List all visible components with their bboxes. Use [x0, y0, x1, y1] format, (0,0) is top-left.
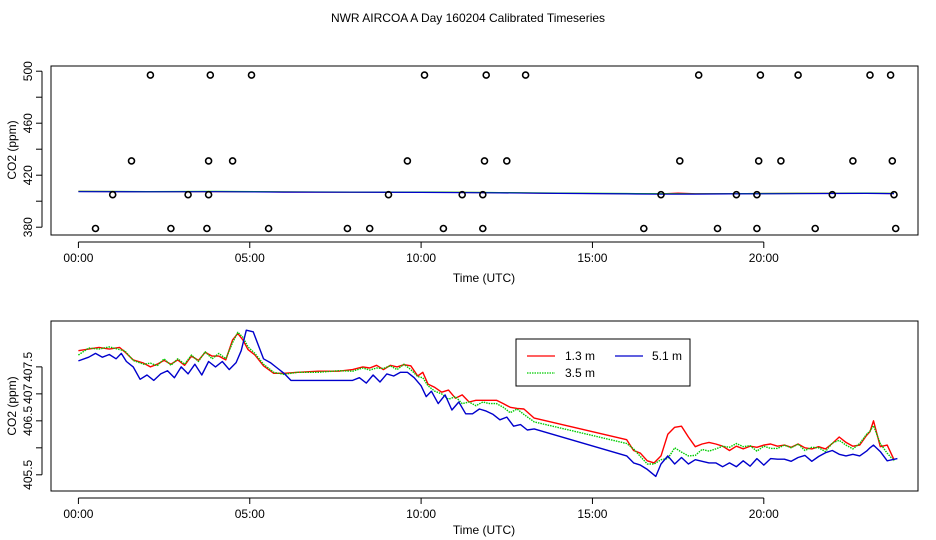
bottom-y-tick-label: 407.5: [21, 352, 35, 382]
top-axes: 00:00 05:00 10:00 15:00 20:00 380 420 460 500: [21, 61, 779, 265]
legend-box: [515, 338, 691, 387]
top-plot-frame: [50, 65, 919, 236]
top-scatter-point: [521, 71, 530, 79]
top-scatter-point: [753, 224, 761, 233]
top-x-axis-label: Time (UTC): [453, 271, 515, 285]
bottom-x-tick-label: 00:00: [63, 507, 93, 521]
top-scatter-point: [866, 71, 874, 79]
bottom-series-1-3-mline: [78, 332, 895, 464]
top-y-tick-label: 380: [21, 217, 35, 237]
top-x-tick-label: 05:00: [235, 251, 265, 265]
bottom-panel: 00:00 05:00 10:00 15:00 20:00 405.5 406.5 407 40…: [5, 320, 919, 537]
top-scatter-point: [478, 224, 487, 233]
top-x-tick-label: 20:00: [749, 251, 779, 265]
top-scatter-point: [343, 224, 352, 233]
bottom-y-axis-label: CO2 (ppm): [5, 376, 19, 435]
top-x-tick-label: 15:00: [577, 251, 607, 265]
top-scatter-point: [403, 157, 412, 165]
top-scatter-point: [849, 157, 857, 165]
top-scatter-point: [811, 224, 820, 233]
legend-label-3-5m: 3.5 m: [565, 366, 595, 380]
bottom-x-tick-label: 05:00: [235, 507, 265, 521]
top-scatter-point: [365, 224, 374, 233]
top-scatter-point: [886, 71, 895, 79]
top-scatter-layer: [91, 71, 900, 233]
bottom-y-tick-label: 406.5: [21, 406, 35, 436]
bottom-series-5-1-mline: [78, 329, 898, 478]
top-scatter-point: [204, 157, 213, 165]
top-x-tick-label: 00:00: [63, 251, 93, 265]
top-scatter-point: [384, 190, 393, 199]
top-scatter-point: [478, 190, 487, 199]
top-scatter-point: [732, 190, 741, 199]
top-y-axis-label: CO2 (ppm): [5, 120, 19, 179]
bottom-plot-frame: [50, 320, 919, 492]
top-scatter-point: [204, 190, 213, 199]
bottom-series-3-5-mline: [78, 331, 895, 465]
top-scatter-point: [890, 190, 898, 199]
bottom-x-axis-label: Time (UTC): [453, 523, 515, 537]
top-scatter-point: [203, 224, 211, 233]
bottom-series-layer: [78, 329, 898, 478]
top-x-tick-label: 10:00: [406, 251, 436, 265]
top-scatter-point: [480, 157, 489, 165]
top-scatter-point: [502, 157, 511, 165]
top-scatter-point: [694, 71, 703, 79]
bottom-x-tick-label: 20:00: [749, 507, 779, 521]
top-scatter-point: [639, 224, 648, 233]
bottom-axes: 00:00 05:00 10:00 15:00 20:00 405.5 406.5 407 40…: [21, 352, 779, 521]
top-scatter-point: [206, 71, 215, 79]
top-scatter-point: [91, 224, 100, 233]
top-scatter-point: [794, 71, 802, 79]
top-scatter-point: [228, 157, 237, 165]
top-panel: 00:00 05:00 10:00 15:00 20:00 380 420 460 500 Ti…: [5, 61, 919, 285]
bottom-x-tick-label: 10:00: [406, 507, 436, 521]
top-scatter-point: [713, 224, 722, 233]
top-y-tick-label: 500: [21, 61, 35, 81]
top-scatter-point: [888, 157, 897, 165]
top-scatter-point: [754, 157, 763, 165]
legend: 1.3 m 5.1 m 3.5 m: [515, 338, 691, 387]
top-scatter-point: [482, 71, 491, 79]
top-y-tick-label: 460: [21, 113, 35, 133]
bottom-y-tick-label: 405.5: [21, 459, 35, 489]
top-scatter-point: [184, 190, 192, 199]
top-scatter-point: [675, 157, 684, 165]
top-scatter-point: [264, 224, 273, 233]
top-scatter-point: [127, 157, 136, 165]
top-scatter-point: [439, 224, 448, 233]
legend-label-1-3m: 1.3 m: [565, 349, 595, 363]
top-scatter-point: [828, 190, 837, 199]
top-scatter-point: [657, 190, 665, 199]
bottom-y-tick-label: 407: [21, 384, 35, 404]
legend-label-5-1m: 5.1 m: [652, 349, 682, 363]
bottom-x-tick-label: 15:00: [577, 507, 607, 521]
top-scatter-point: [756, 71, 765, 79]
top-scatter-point: [146, 71, 155, 79]
top-scatter-point: [777, 157, 785, 165]
top-scatter-point: [753, 190, 761, 199]
top-scatter-point: [167, 224, 175, 233]
top-scatter-point: [108, 190, 117, 199]
top-series-layer: [78, 190, 895, 195]
top-scatter-point: [891, 224, 900, 233]
top-scatter-point: [247, 71, 256, 79]
top-scatter-point: [458, 190, 467, 199]
top-y-tick-label: 420: [21, 165, 35, 185]
top-scatter-point: [420, 71, 429, 79]
figure-title: NWR AIRCOA A Day 160204 Calibrated Times…: [331, 11, 605, 25]
top-series-5-1-mline: [78, 191, 895, 195]
